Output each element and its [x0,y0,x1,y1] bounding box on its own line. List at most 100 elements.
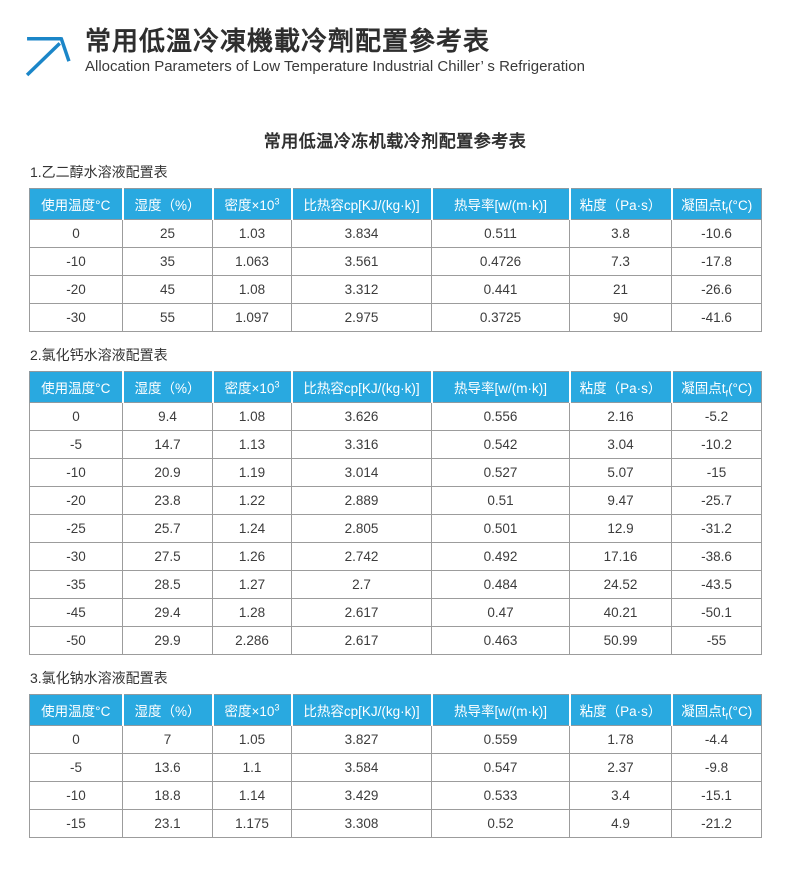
cell: 0 [29,402,123,431]
column-header: 密度×103 [211,188,293,220]
cell: 25.7 [122,514,213,543]
table-row: -10 18.8 1.14 3.429 0.533 3.4 -15.1 [29,781,762,810]
ethylene-glycol-section: 1.乙二醇水溶液配置表使用温度°C 湿度（%） 密度×103 比热容cp[KJ/(kg… [0,164,790,332]
column-header: 密度×103 [211,371,293,403]
cell: 1.03 [212,219,292,248]
cell: -20 [29,486,123,515]
cell: 45 [122,275,213,304]
cell: 2.805 [291,514,432,543]
cell: 0.501 [431,514,570,543]
cell: 0.441 [431,275,570,304]
column-header: 使用温度°C [29,188,124,220]
cell: -41.6 [671,303,762,332]
cell: -30 [29,303,123,332]
cell: 2.889 [291,486,432,515]
cell: 29.4 [122,598,213,627]
cell: 0.556 [431,402,570,431]
cell: 2.286 [212,626,292,655]
column-header: 粘度（Pa·s） [568,371,673,403]
cell: 13.6 [122,753,213,782]
cell: 18.8 [122,781,213,810]
cell: 23.8 [122,486,213,515]
calcium-chloride-section-label: 2.氯化钙水溶液配置表 [30,347,168,363]
sodium-chloride-section: 3.氯化钠水溶液配置表 使用温度°C 湿度（%） 密度×103 比热容cp[KJ/(kg… [0,670,790,838]
cell: 40.21 [569,598,672,627]
column-header: 热导率[w/(m·k)] [430,694,571,726]
cell: 1.08 [212,402,292,431]
cell: 28.5 [122,570,213,599]
cell: 2.617 [291,626,432,655]
cell: 1.14 [212,781,292,810]
table-row: -10 20.9 1.19 3.014 0.527 5.07 -15 [29,458,762,487]
cell: 1.28 [212,598,292,627]
ethylene-glycol-section-label: 1.乙二醇水溶液配置表 [30,164,168,180]
cell: 0 [29,725,123,754]
table-row: -25 25.7 1.24 2.805 0.501 12.9 -31.2 [29,514,762,543]
cell: 0.4726 [431,247,570,276]
cell: 1.097 [212,303,292,332]
cell: 0.527 [431,458,570,487]
cell: -15 [29,809,123,838]
table-row: -20 45 1.08 3.312 0.441 21 -26.6 [29,275,762,304]
document-title: 常用低温冷冻机载冷剂配置参考表 [263,132,527,151]
cell: 25 [122,219,213,248]
cell: 1.08 [212,275,292,304]
table-row: -45 29.4 1.28 2.617 0.47 40.21 -50.1 [29,598,762,627]
cell: 0.511 [431,219,570,248]
cell: 12.9 [569,514,672,543]
cell: 1.1 [212,753,292,782]
cell: 1.13 [212,430,292,459]
cell: -10 [29,247,123,276]
cell: 24.52 [569,570,672,599]
cell: 0.547 [431,753,570,782]
column-header: 湿度（%） [121,371,214,403]
cell: 1.063 [212,247,292,276]
cell: -55 [671,626,762,655]
column-header: 比热容cp[KJ/(kg·k)] [290,188,433,220]
cell: 0.52 [431,809,570,838]
cell: 21 [569,275,672,304]
cell: 3.316 [291,430,432,459]
cell: -50.1 [671,598,762,627]
cell: -21.2 [671,809,762,838]
cell: 1.24 [212,514,292,543]
table-row: -30 55 1.097 2.975 0.3725 90 -41.6 [29,303,762,332]
cell: 27.5 [122,542,213,571]
cell: -20 [29,275,123,304]
header-row: 使用温度°C 湿度（%） 密度×103 比热容cp[KJ/(kg·k)] 热导率[w/(… [29,371,762,403]
cell: -43.5 [671,570,762,599]
cell: 3.827 [291,725,432,754]
table-row: -5 14.7 1.13 3.316 0.542 3.04 -10.2 [29,430,762,459]
calcium-chloride-section: 2.氯化钙水溶液配置表使用温度°C 湿度（%） 密度×103 比热容cp[KJ/(kg… [0,347,790,655]
cell: -10 [29,458,123,487]
cell: 1.175 [212,809,292,838]
cell: -5 [29,430,123,459]
cell: 3.4 [569,781,672,810]
column-header: 比热容cp[KJ/(kg·k)] [290,371,433,403]
cell: -38.6 [671,542,762,571]
sodium-chloride-table: 使用温度°C 湿度（%） 密度×103 比热容cp[KJ/(kg·k)] 热导率[w/(… [29,694,762,838]
column-header: 比热容cp[KJ/(kg·k)] [290,694,433,726]
cell: 7 [122,725,213,754]
column-header: 使用温度°C [29,694,124,726]
cell: 14.7 [122,430,213,459]
cell: -5 [29,753,123,782]
column-header: 粘度（Pa·s） [568,188,673,220]
column-header: 粘度（Pa·s） [568,694,673,726]
cell: 7.3 [569,247,672,276]
cell: 0.47 [431,598,570,627]
cell: 20.9 [122,458,213,487]
table-row: 0 9.4 1.08 3.626 0.556 2.16 -5.2 [29,402,762,431]
column-header: 使用温度°C [29,371,124,403]
cell: -26.6 [671,275,762,304]
cell: -15.1 [671,781,762,810]
column-header: 湿度（%） [121,188,214,220]
cell: -10 [29,781,123,810]
cell: 3.561 [291,247,432,276]
table-sections: 1.乙二醇水溶液配置表 使用温度°C 湿度（%） 密度×103 比热容cp[KJ/(kg… [0,164,790,838]
column-header: 凝固点tf(°C) [670,188,762,220]
cell: 2.37 [569,753,672,782]
cell: -10.2 [671,430,762,459]
cell: 3.04 [569,430,672,459]
cell: 0.542 [431,430,570,459]
